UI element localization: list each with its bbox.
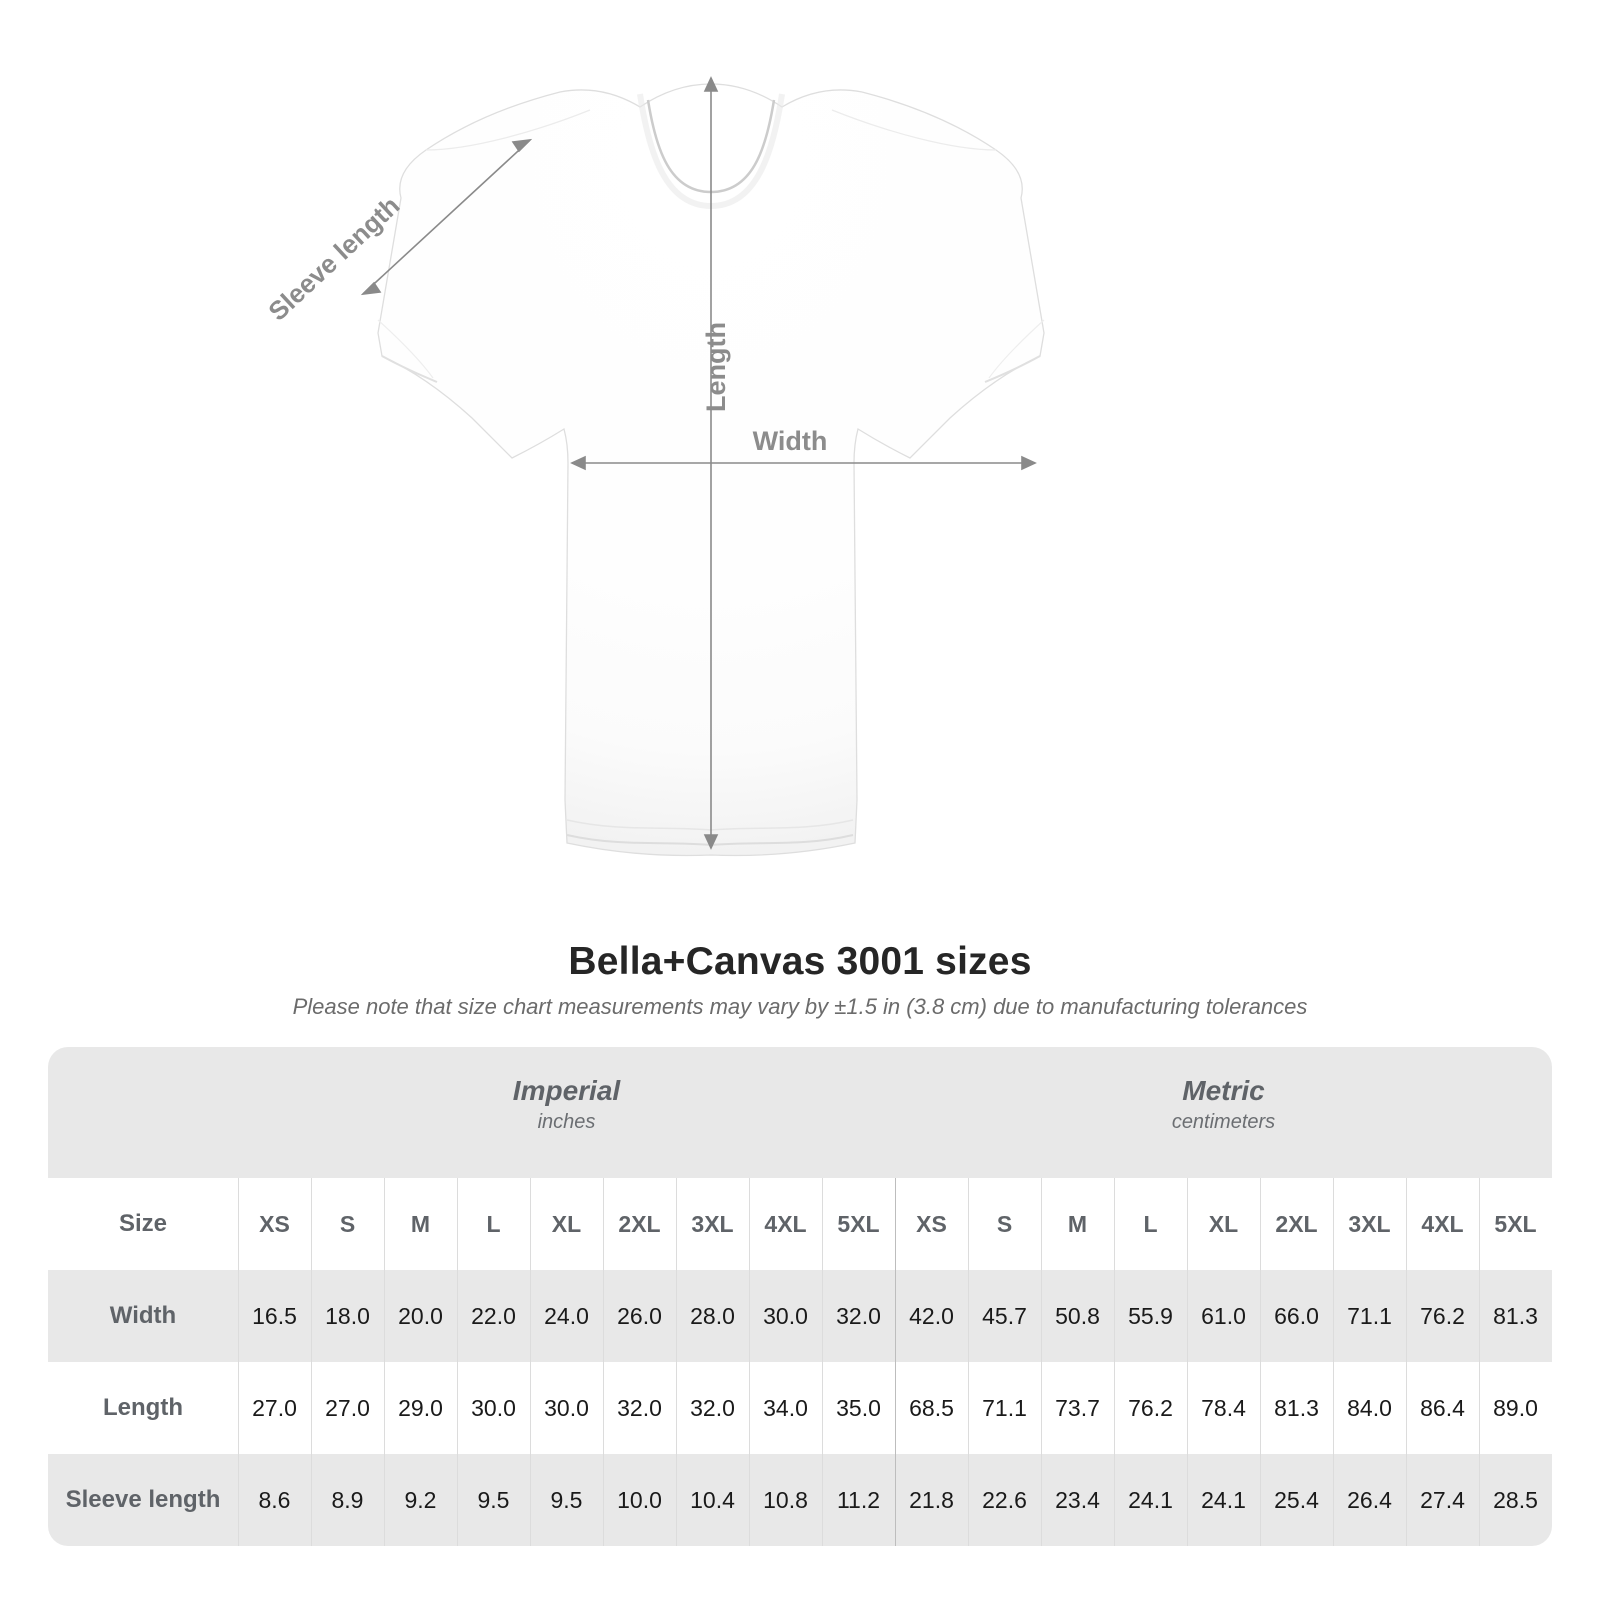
svg-text:Width: Width — [753, 426, 828, 456]
svg-text:Length: Length — [701, 322, 731, 412]
